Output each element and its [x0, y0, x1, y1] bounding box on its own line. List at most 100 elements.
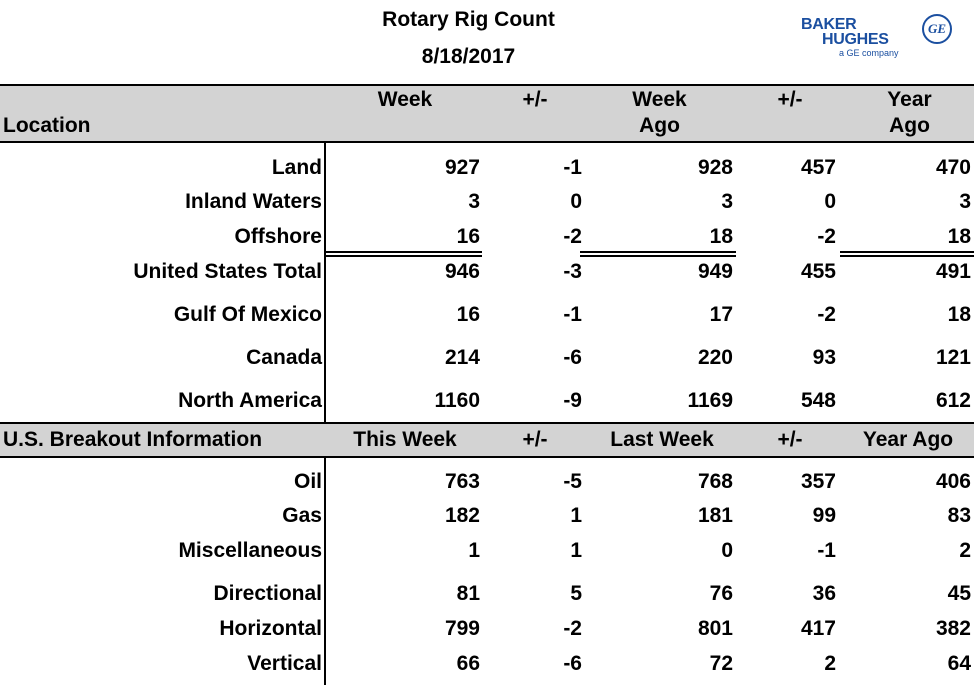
cell-change-2: 357	[800, 470, 836, 493]
cell-change-1: -5	[563, 470, 582, 493]
column-divider-bottom	[324, 458, 326, 685]
column-divider-top	[324, 143, 326, 422]
cell-year-ago: 3	[959, 190, 971, 213]
ge-monogram-icon: GE	[922, 14, 952, 44]
breakout-table-header: U.S. Breakout Information This Week +/- …	[0, 422, 974, 458]
logo-line-2: HUGHES	[822, 31, 889, 48]
row-label: Oil	[293, 470, 322, 493]
header-change-2: +/-	[777, 428, 803, 451]
cell-week-ago: 72	[709, 652, 733, 675]
cell-week: 66	[456, 652, 480, 675]
header-year-ago: Year Ago	[862, 428, 954, 451]
cell-week-ago: 928	[697, 156, 733, 179]
header-location: Location	[3, 114, 91, 137]
cell-change-2: 417	[800, 617, 836, 640]
cell-change-2: 2	[824, 652, 836, 675]
row-label: Gas	[282, 504, 322, 527]
table-row: Land 927 -1 928 457 470	[0, 155, 974, 181]
cell-week: 946	[444, 260, 480, 283]
cell-year-ago: 470	[935, 156, 971, 179]
header-week-ago-line2: Ago	[639, 114, 680, 137]
cell-week: 799	[444, 617, 480, 640]
report-title: Rotary Rig Count	[382, 8, 555, 31]
header-week: Week	[377, 88, 433, 111]
header-year-ago-line2: Ago	[889, 114, 930, 137]
cell-change-2: 36	[812, 582, 836, 605]
cell-week: 1	[468, 539, 480, 562]
cell-year-ago: 2	[959, 539, 971, 562]
cell-week-ago: 76	[709, 582, 733, 605]
row-label: Land	[271, 156, 322, 179]
header-this-week: This Week	[353, 428, 457, 451]
table-row: Vertical 66 -6 72 2 64	[0, 651, 974, 677]
table-row: Canada 214 -6 220 93 121	[0, 345, 974, 371]
row-label: Inland Waters	[185, 190, 322, 213]
table-row: United States Total 946 -3 949 455 491	[0, 259, 974, 285]
cell-change-2: 457	[800, 156, 836, 179]
cell-change-1: -9	[563, 389, 582, 412]
cell-week: 927	[444, 156, 480, 179]
cell-change-2: 548	[800, 389, 836, 412]
cell-week-ago: 18	[709, 225, 733, 248]
logo-wordmark: BAKER HUGHES	[801, 16, 889, 48]
cell-change-2: 93	[812, 346, 836, 369]
cell-week: 3	[468, 190, 480, 213]
cell-change-2: 0	[824, 190, 836, 213]
cell-change-1: -1	[563, 156, 582, 179]
row-label: Offshore	[234, 225, 322, 248]
cell-year-ago: 45	[947, 582, 971, 605]
cell-week-ago: 3	[721, 190, 733, 213]
report-date: 8/18/2017	[421, 45, 516, 68]
header-last-week: Last Week	[610, 428, 714, 451]
cell-year-ago: 121	[935, 346, 971, 369]
location-table-header: Location Week +/- Week Ago +/- Year Ago	[0, 84, 974, 143]
cell-week-ago: 220	[697, 346, 733, 369]
cell-week-ago: 0	[721, 539, 733, 562]
cell-week-ago: 181	[697, 504, 733, 527]
cell-change-2: -2	[817, 303, 836, 326]
header-year-ago-line1: Year	[887, 88, 932, 111]
total-rule-year-ago	[840, 251, 974, 257]
logo-line-1: BAKER	[801, 16, 857, 33]
cell-change-1: 1	[570, 539, 582, 562]
cell-week: 1160	[434, 389, 480, 412]
cell-change-2: -2	[817, 225, 836, 248]
table-row: Horizontal 799 -2 801 417 382	[0, 616, 974, 642]
cell-year-ago: 612	[935, 389, 971, 412]
cell-year-ago: 491	[935, 260, 971, 283]
cell-week: 182	[444, 504, 480, 527]
cell-year-ago: 64	[947, 652, 971, 675]
cell-week-ago: 1169	[687, 389, 733, 412]
row-label: Vertical	[247, 652, 322, 675]
header-change-1: +/-	[522, 88, 548, 111]
cell-change-1: -3	[563, 260, 582, 283]
table-row: Directional 81 5 76 36 45	[0, 581, 974, 607]
header-breakout: U.S. Breakout Information	[3, 428, 263, 451]
table-row: Gas 182 1 181 99 83	[0, 503, 974, 529]
cell-week: 16	[456, 225, 480, 248]
cell-week-ago: 801	[697, 617, 733, 640]
header-week-ago-line1: Week	[632, 88, 687, 111]
row-label: Directional	[213, 582, 322, 605]
header-change-2: +/-	[777, 88, 803, 111]
cell-year-ago: 18	[947, 225, 971, 248]
cell-change-1: 5	[570, 582, 582, 605]
cell-week: 16	[456, 303, 480, 326]
row-label: Horizontal	[219, 617, 322, 640]
cell-change-1: -2	[563, 225, 582, 248]
cell-change-1: -2	[563, 617, 582, 640]
cell-change-1: 1	[570, 504, 582, 527]
table-row: Miscellaneous 1 1 0 -1 2	[0, 538, 974, 564]
row-label: North America	[178, 389, 322, 412]
table-row: Oil 763 -5 768 357 406	[0, 469, 974, 495]
cell-year-ago: 406	[935, 470, 971, 493]
total-rule-week-ago	[580, 251, 736, 257]
cell-change-1: -6	[563, 346, 582, 369]
cell-week-ago: 768	[697, 470, 733, 493]
cell-change-2: 99	[812, 504, 836, 527]
cell-change-2: -1	[817, 539, 836, 562]
cell-year-ago: 18	[947, 303, 971, 326]
cell-week-ago: 949	[697, 260, 733, 283]
table-row: Inland Waters 3 0 3 0 3	[0, 189, 974, 215]
table-row: Gulf Of Mexico 16 -1 17 -2 18	[0, 302, 974, 328]
